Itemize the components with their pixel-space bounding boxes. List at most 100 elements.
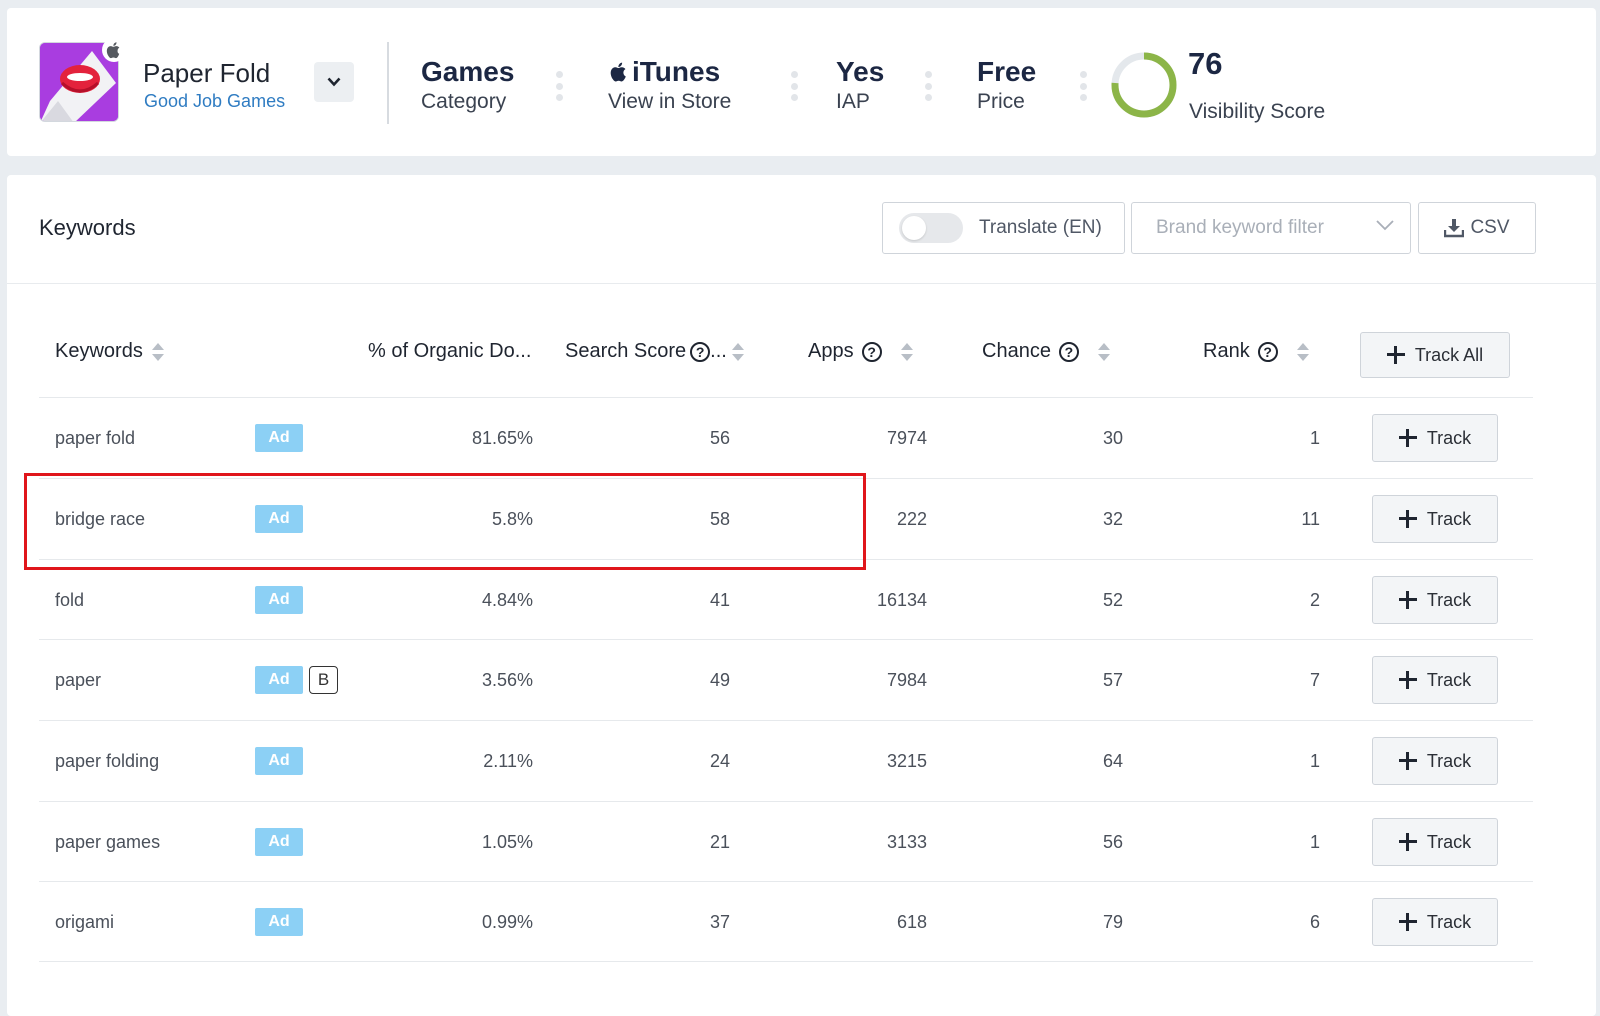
store-value[interactable]: iTunes xyxy=(608,56,731,88)
chance-value: 32 xyxy=(1102,509,1123,529)
category-label: Category xyxy=(421,90,507,113)
track-button[interactable]: Track xyxy=(1372,495,1498,543)
sort-icon[interactable] xyxy=(900,342,914,362)
help-icon[interactable]: ? xyxy=(1257,341,1278,362)
search-score: 49 xyxy=(709,670,730,690)
ad-badge: Ad xyxy=(255,747,303,775)
store-stat[interactable]: iTunes View in Store xyxy=(608,56,731,114)
apps-count: 7984 xyxy=(886,670,927,690)
column-header-rank-label: Rank xyxy=(1203,340,1250,362)
price-stat: Free Price xyxy=(977,56,1036,114)
keyword-text[interactable]: paper fold xyxy=(55,428,136,448)
track-button[interactable]: Track xyxy=(1372,898,1498,946)
brand-keyword-filter-select[interactable]: Brand keyword filter xyxy=(1131,202,1411,254)
rank-value: 7 xyxy=(1309,670,1320,690)
track-button[interactable]: Track xyxy=(1372,576,1498,624)
translate-toggle-switch[interactable] xyxy=(899,213,963,243)
organic-percent: 4.84% xyxy=(481,590,533,610)
track-button[interactable]: Track xyxy=(1372,737,1498,785)
table-row: paper Ad B 3.56% 49 7984 57 7 Track xyxy=(39,639,1533,720)
help-icon[interactable]: ? xyxy=(861,341,882,362)
sort-icon[interactable] xyxy=(1296,342,1310,362)
app-name: Paper Fold xyxy=(143,58,271,88)
rank-value: 1 xyxy=(1309,428,1320,448)
table-row: fold Ad 4.84% 41 16134 52 2 Track xyxy=(39,559,1533,640)
column-header-apps[interactable]: Apps ? xyxy=(808,340,914,363)
keyword-text[interactable]: bridge race xyxy=(55,509,146,529)
sort-icon[interactable] xyxy=(731,342,745,362)
price-label: Price xyxy=(977,90,1025,113)
app-switcher-button[interactable] xyxy=(314,62,354,102)
track-label: Track xyxy=(1426,911,1472,932)
track-button[interactable]: Track xyxy=(1372,818,1498,866)
chevron-down-icon xyxy=(1376,220,1394,231)
track-all-button[interactable]: Track All xyxy=(1360,332,1510,378)
chance-value: 52 xyxy=(1102,590,1123,610)
apps-count: 222 xyxy=(896,509,927,529)
column-header-organic[interactable]: % of Organic Do... xyxy=(368,340,531,363)
sort-icon[interactable] xyxy=(1097,342,1111,362)
apps-count: 618 xyxy=(896,912,927,932)
track-label: Track xyxy=(1426,508,1472,529)
apps-count: 3133 xyxy=(886,832,927,852)
csv-export-button[interactable]: CSV xyxy=(1418,202,1536,254)
chance-value: 57 xyxy=(1102,670,1123,690)
toolbar-divider xyxy=(7,283,1596,284)
keyword-text[interactable]: origami xyxy=(55,912,115,932)
track-label: Track xyxy=(1426,427,1472,448)
column-header-chance[interactable]: Chance ? xyxy=(982,340,1111,363)
search-score: 37 xyxy=(709,912,730,932)
column-header-search-score[interactable]: Search Score ?... xyxy=(565,340,745,363)
search-score: 24 xyxy=(709,751,730,771)
column-header-search-score-label: Search Score xyxy=(565,340,687,362)
brand-keyword-badge: B xyxy=(309,666,338,694)
plus-icon xyxy=(1386,346,1405,364)
table-row: paper games Ad 1.05% 21 3133 56 1 Track xyxy=(39,801,1533,882)
translate-label: Translate (EN) xyxy=(979,217,1102,238)
visibility-score-value: 76 xyxy=(1188,46,1223,81)
chance-value: 64 xyxy=(1102,751,1123,771)
help-icon[interactable]: ? xyxy=(1058,341,1079,362)
keyword-text[interactable]: paper games xyxy=(55,832,161,852)
translate-toggle-button[interactable]: Translate (EN) xyxy=(882,202,1125,254)
csv-label: CSV xyxy=(1470,217,1510,238)
sort-icon[interactable] xyxy=(151,342,165,362)
search-score: 56 xyxy=(709,428,730,448)
ad-badge: Ad xyxy=(255,908,303,936)
plus-icon xyxy=(1398,752,1417,770)
keywords-section-title: Keywords xyxy=(39,215,136,240)
store-value-text: iTunes xyxy=(632,56,721,87)
column-header-chance-label: Chance xyxy=(982,340,1051,362)
column-header-rank[interactable]: Rank ? xyxy=(1203,340,1310,363)
track-button[interactable]: Track xyxy=(1372,414,1498,462)
track-label: Track xyxy=(1426,669,1472,690)
track-label: Track xyxy=(1426,589,1472,610)
iap-stat: Yes IAP xyxy=(836,56,884,114)
organic-percent: 5.8% xyxy=(491,509,533,529)
iap-label: IAP xyxy=(836,90,870,113)
chance-value: 30 xyxy=(1102,428,1123,448)
developer-link[interactable]: Good Job Games xyxy=(144,91,286,111)
keyword-text[interactable]: fold xyxy=(55,590,85,610)
keyword-text[interactable]: paper xyxy=(55,670,102,690)
column-header-organic-label: % of Organic Do... xyxy=(368,340,532,362)
track-button[interactable]: Track xyxy=(1372,656,1498,704)
iap-value: Yes xyxy=(836,56,885,87)
search-score: 41 xyxy=(709,590,730,610)
ad-badge: Ad xyxy=(255,666,303,694)
store-label[interactable]: View in Store xyxy=(608,90,732,113)
apps-count: 7974 xyxy=(886,428,927,448)
organic-percent: 1.05% xyxy=(481,832,533,852)
price-value: Free xyxy=(977,56,1037,87)
app-header-card: Paper Fold Good Job Games Games Category… xyxy=(7,8,1596,156)
organic-percent: 81.65% xyxy=(471,428,533,448)
stat-separator xyxy=(790,71,798,101)
header-divider xyxy=(387,42,389,124)
column-header-keywords[interactable]: Keywords xyxy=(55,340,165,363)
track-all-label: Track All xyxy=(1414,344,1484,365)
chevron-down-icon xyxy=(327,77,341,87)
keyword-text[interactable]: paper folding xyxy=(55,751,160,771)
plus-icon xyxy=(1398,510,1417,528)
apple-logo-icon xyxy=(102,38,126,62)
help-icon[interactable]: ? xyxy=(690,341,711,362)
